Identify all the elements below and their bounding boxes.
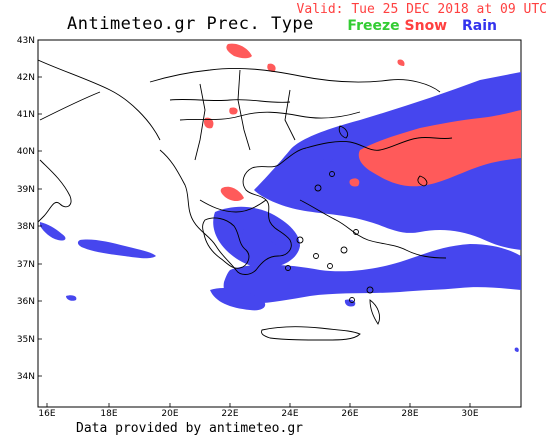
lat-label-38n: 38N: [17, 222, 35, 232]
lat-label-37n: 37N: [17, 260, 35, 270]
lat-label-42n: 42N: [17, 73, 35, 83]
lat-label-35n: 35N: [17, 335, 35, 345]
lon-label-30e: 30E: [461, 409, 478, 419]
lon-label-20e: 20E: [161, 409, 178, 419]
lat-label-34n: 34N: [17, 372, 35, 382]
lon-label-28e: 28E: [401, 409, 418, 419]
lat-label-36n: 36N: [17, 297, 35, 307]
legend-rain: Rain: [462, 18, 497, 34]
legend-snow: Snow: [404, 18, 448, 34]
lat-label-41n: 41N: [17, 110, 35, 120]
axis-ticks: [38, 39, 471, 407]
legend: Freeze Snow Rain: [347, 18, 497, 34]
lon-label-22e: 22E: [221, 409, 238, 419]
lon-label-16e: 16E: [38, 409, 55, 419]
lat-label-39n: 39N: [17, 185, 35, 195]
coastlines: [38, 59, 453, 341]
valid-time: Valid: Tue 25 DEC 2018 at 09 UTC: [296, 2, 547, 17]
snow-layer: [203, 43, 521, 202]
lon-label-24e: 24E: [281, 409, 298, 419]
lon-label-26e: 26E: [341, 409, 358, 419]
lat-label-43n: 43N: [17, 36, 35, 46]
lon-label-18e: 18E: [100, 409, 117, 419]
footer-credit: Data provided by antimeteo.gr: [76, 421, 303, 436]
legend-freeze: Freeze: [347, 18, 400, 34]
lat-label-40n: 40N: [17, 147, 35, 157]
map-title: Antimeteo.gr Prec. Type: [67, 14, 314, 34]
